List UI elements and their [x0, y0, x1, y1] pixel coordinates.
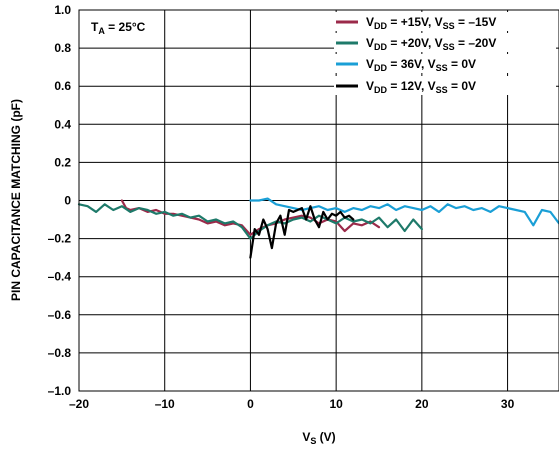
- temperature-annotation: TA = 25°C: [91, 20, 146, 36]
- legend: VDD = +15V, VSS = –15V VDD = +20V, VSS = …: [334, 12, 556, 95]
- y-tick-label: –0.2: [48, 232, 72, 246]
- x-tick-label: 10: [329, 397, 343, 411]
- series-lines: [77, 197, 559, 259]
- series-line-4: [249, 205, 355, 259]
- y-tick-label: –0.8: [48, 346, 72, 360]
- x-tick-label: 20: [415, 397, 429, 411]
- y-axis-label: PIN CAPACITANCE MATCHING (pF): [9, 99, 23, 301]
- y-tick-label: 0.8: [54, 41, 71, 55]
- y-tick-label: 0.4: [54, 117, 71, 131]
- series-line-1: [120, 199, 381, 236]
- y-tick-label: 0: [64, 194, 71, 208]
- legend-label-2: VDD = +20V, VSS = –20V: [366, 36, 496, 52]
- y-tick-label: 1.0: [54, 3, 71, 17]
- y-tick-label: 0.2: [54, 155, 71, 169]
- y-tick-label: –0.6: [48, 308, 72, 322]
- series-line-3: [249, 197, 559, 227]
- y-tick-label: –1.0: [48, 384, 72, 398]
- y-tick-label: –0.4: [48, 270, 72, 284]
- plot-frame: [78, 9, 559, 392]
- y-tick-label: 0.6: [54, 79, 71, 93]
- x-tick-label: –10: [155, 397, 175, 411]
- x-tick-label: –20: [69, 397, 89, 411]
- x-tick-label: 0: [247, 397, 254, 411]
- x-tick-labels: –20 –10 0 10 20 30: [69, 397, 515, 411]
- legend-backdrop: [334, 33, 556, 52]
- x-tick-label: 30: [501, 397, 515, 411]
- legend-backdrop: [334, 12, 556, 31]
- legend-backdrop: [334, 76, 556, 95]
- legend-label-3: VDD = 36V, VSS = 0V: [366, 57, 476, 73]
- x-axis-label: VS (V): [302, 430, 335, 446]
- series-line-2: [77, 203, 423, 240]
- legend-label-4: VDD = 12V, VSS = 0V: [366, 79, 476, 95]
- y-tick-labels: 1.0 0.8 0.6 0.4 0.2 0 –0.2 –0.4 –0.6 –0.8 –1.0: [48, 3, 72, 398]
- legend-backdrop: [334, 54, 556, 73]
- legend-label-1: VDD = +15V, VSS = –15V: [366, 15, 496, 31]
